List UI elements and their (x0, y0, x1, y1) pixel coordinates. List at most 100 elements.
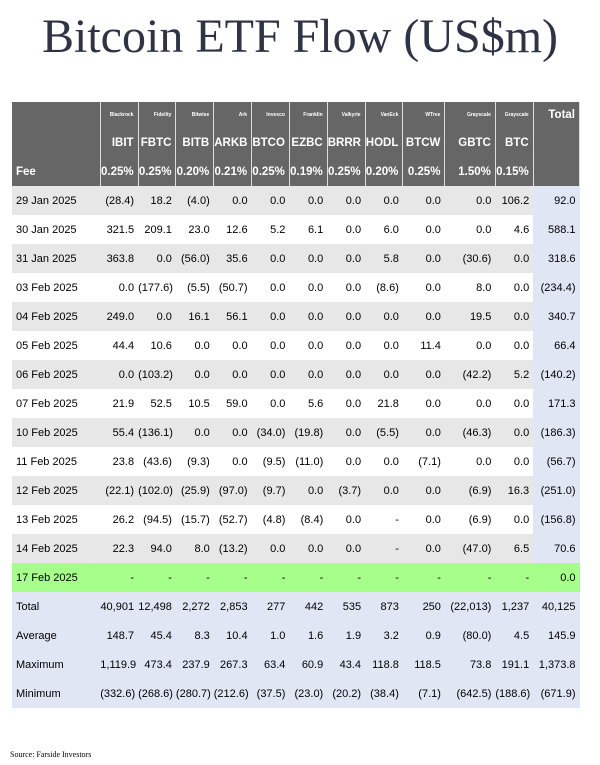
summary-cell: 3.2 (365, 621, 403, 650)
row-total: (56.7) (533, 447, 580, 476)
flow-cell: 0.0 (495, 302, 534, 331)
summary-cell: 118.8 (365, 650, 403, 679)
ticker-header-row: IBIT FBTC BITB ARKB BTCO EZBC BRRR HODL BTCW GBTC… (12, 128, 581, 157)
fee-value: 0.25% (251, 157, 290, 186)
ticker-label: BTC (495, 128, 534, 157)
row-total: 0.0 (533, 563, 580, 592)
flow-cell: 94.0 (138, 534, 176, 563)
flow-cell: 0.0 (402, 505, 445, 534)
flow-cell: (42.2) (444, 360, 496, 389)
header-corner (12, 102, 101, 128)
flow-cell: (102.0) (138, 476, 176, 505)
summary-cell: 1,237 (495, 592, 534, 621)
row-date: 11 Feb 2025 (12, 447, 101, 476)
flow-cell: 0.0 (289, 302, 328, 331)
table-row: 31 Jan 2025 363.8 0.0 (56.0) 35.6 0.0 0.0 0.0 5.… (12, 244, 580, 273)
ticker-label: BITB (175, 128, 215, 157)
summary-cell: (642.5) (444, 679, 496, 708)
row-date: 03 Feb 2025 (12, 273, 101, 302)
flow-cell: 0.0 (213, 186, 252, 215)
flow-cell: 0.0 (327, 447, 366, 476)
flow-cell: (4.0) (175, 186, 214, 215)
table-row: 13 Feb 2025 26.2 (94.5) (15.7) (52.7) (4.8) (8… (12, 505, 580, 534)
flow-cell: 0.0 (213, 418, 252, 447)
summary-cell: (20.2) (327, 679, 366, 708)
flow-cell: 5.8 (365, 244, 403, 273)
summary-cell: 1,119.9 (100, 650, 139, 679)
fee-value: 0.15% (495, 157, 534, 186)
source-note: Source: Farside Investors (10, 750, 92, 759)
issuer-label: Blackrock (100, 102, 139, 128)
flow-cell: 21.9 (100, 389, 139, 418)
row-date: 06 Feb 2025 (12, 360, 101, 389)
flow-cell: 0.0 (289, 331, 328, 360)
flow-cell: (3.7) (327, 476, 366, 505)
fee-value: 0.25% (327, 157, 366, 186)
table-row: 29 Jan 2025 (28.4) 18.2 (4.0) 0.0 0.0 0.0 0.0 0.… (12, 186, 580, 215)
summary-cell: 1.9 (327, 621, 366, 650)
flow-cell: 5.2 (495, 360, 534, 389)
fee-value: 1.50% (444, 157, 496, 186)
flow-cell: (5.5) (365, 418, 403, 447)
flow-cell: - (444, 563, 496, 592)
flow-cell: 106.2 (495, 186, 534, 215)
flow-cell: 0.0 (444, 215, 496, 244)
flow-cell: 363.8 (100, 244, 139, 273)
flow-cell: (52.7) (213, 505, 252, 534)
flow-cell: (7.1) (402, 447, 445, 476)
summary-cell: 45.4 (138, 621, 176, 650)
table-row: 06 Feb 2025 0.0 (103.2) 0.0 0.0 0.0 0.0 0.0 0.0 0… (12, 360, 580, 389)
header-blank (533, 128, 581, 157)
table-row: 05 Feb 2025 44.4 10.6 0.0 0.0 0.0 0.0 0.0 0.0 11.… (12, 331, 580, 360)
flow-cell: 0.0 (251, 273, 290, 302)
flow-cell: 0.0 (402, 186, 445, 215)
summary-cell: 1.0 (251, 621, 290, 650)
flow-cell: 0.0 (495, 273, 534, 302)
flow-cell: 0.0 (495, 331, 534, 360)
row-total: (234.4) (533, 273, 580, 302)
flow-cell: 0.0 (495, 418, 534, 447)
flow-cell: - (365, 534, 403, 563)
flow-cell: (25.9) (175, 476, 214, 505)
table-row: 07 Feb 2025 21.9 52.5 10.5 59.0 0.0 5.6 0.0 21.8… (12, 389, 580, 418)
summary-cell: 442 (289, 592, 328, 621)
flow-cell: 0.0 (251, 186, 290, 215)
summary-cell: 2,272 (175, 592, 214, 621)
table-row: 14 Feb 2025 22.3 94.0 8.0 (13.2) 0.0 0.0 0.0-0.… (12, 534, 580, 563)
issuer-label: Franklin (289, 102, 328, 128)
flow-cell: (15.7) (175, 505, 214, 534)
flow-cell: (6.9) (444, 505, 496, 534)
flow-cell: 0.0 (175, 360, 214, 389)
flow-cell: 0.0 (444, 389, 496, 418)
flow-cell: 0.0 (213, 331, 252, 360)
flow-cell: (9.5) (251, 447, 290, 476)
flow-cell: 0.0 (100, 273, 139, 302)
summary-cell: 237.9 (175, 650, 214, 679)
row-date: 30 Jan 2025 (12, 215, 101, 244)
flow-cell: 0.0 (213, 360, 252, 389)
flow-cell: 0.0 (327, 389, 366, 418)
flow-cell: 0.0 (289, 534, 328, 563)
summary-cell: 118.5 (402, 650, 445, 679)
flow-cell: 0.0 (402, 360, 445, 389)
flow-cell: 0.0 (327, 302, 366, 331)
summary-cell: 43.4 (327, 650, 366, 679)
flow-cell: 6.1 (289, 215, 328, 244)
flow-cell: 0.0 (327, 215, 366, 244)
flow-cell: 0.0 (327, 360, 366, 389)
flow-cell: (13.2) (213, 534, 252, 563)
flow-cell: 55.4 (100, 418, 139, 447)
issuer-label: Valkyrie (327, 102, 366, 128)
fee-value: 0.21% (213, 157, 253, 186)
flow-cell: (43.6) (138, 447, 176, 476)
summary-cell: 873 (365, 592, 403, 621)
fee-value: 0.25% (138, 157, 177, 186)
row-total: 66.4 (533, 331, 580, 360)
flow-cell: 0.0 (175, 418, 214, 447)
summary-cell: 250 (402, 592, 445, 621)
summary-cell: 535 (327, 592, 366, 621)
issuer-label: Invesco (251, 102, 290, 128)
flow-cell: 0.0 (495, 244, 534, 273)
flow-cell: (28.4) (100, 186, 139, 215)
flow-cell: - (138, 563, 176, 592)
